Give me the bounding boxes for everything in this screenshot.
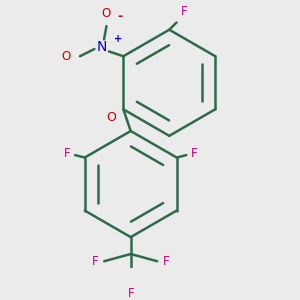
Text: O: O	[61, 50, 70, 63]
Text: F: F	[128, 286, 134, 300]
Text: F: F	[64, 147, 70, 161]
Text: N: N	[97, 40, 107, 54]
Text: F: F	[182, 4, 188, 18]
Text: F: F	[92, 255, 98, 268]
Text: -: -	[117, 10, 122, 23]
Text: O: O	[102, 7, 111, 20]
Text: +: +	[114, 34, 122, 44]
Text: O: O	[106, 111, 116, 124]
Text: F: F	[163, 255, 170, 268]
Text: F: F	[191, 147, 198, 161]
